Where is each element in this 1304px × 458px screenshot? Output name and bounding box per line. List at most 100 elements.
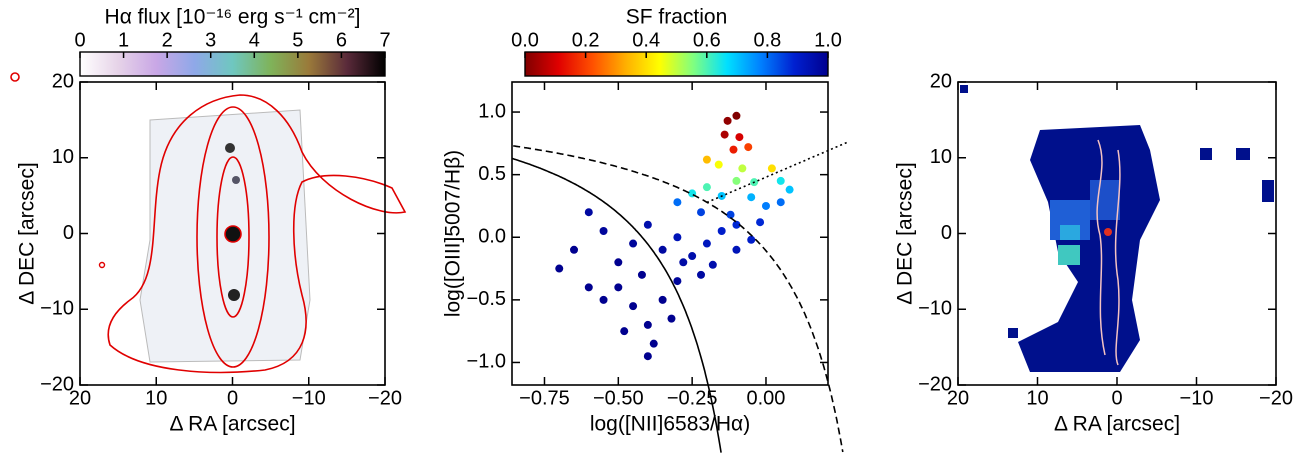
data-point bbox=[732, 220, 741, 229]
x-tick-label: 10 bbox=[1026, 387, 1048, 409]
data-point bbox=[629, 302, 638, 311]
data-point bbox=[756, 218, 765, 227]
data-point bbox=[732, 111, 741, 120]
colorbar-title: SF fraction bbox=[626, 6, 728, 29]
data-point bbox=[649, 339, 658, 348]
data-point bbox=[776, 176, 785, 185]
data-point bbox=[720, 130, 729, 139]
demarcation-line bbox=[512, 157, 722, 453]
x-tick-label: 0 bbox=[227, 387, 238, 409]
data-point bbox=[643, 220, 652, 229]
y-tick-label: 20 bbox=[52, 70, 74, 92]
nucleus bbox=[1104, 228, 1112, 236]
y-tick-label: 20 bbox=[930, 70, 952, 92]
colorbar-tick-label: 0.2 bbox=[572, 29, 600, 51]
colorbar-tick-label: 0 bbox=[74, 29, 85, 51]
y-axis-label: log([OIII]5007/Hβ) bbox=[442, 150, 465, 317]
hii-region bbox=[225, 143, 235, 153]
data-point bbox=[629, 239, 638, 248]
data-point bbox=[747, 235, 756, 244]
data-point bbox=[658, 245, 667, 254]
y-axis-label: Δ DEC [arcsec] bbox=[16, 162, 39, 304]
data-point bbox=[620, 327, 629, 336]
data-point bbox=[738, 164, 747, 173]
x-tick-label: −20 bbox=[1259, 387, 1293, 409]
y-tick-label: 10 bbox=[52, 146, 74, 168]
colorbar-tick-label: 0.0 bbox=[511, 29, 539, 51]
data-point bbox=[679, 258, 688, 267]
halpha-map bbox=[10, 72, 407, 385]
sf-pixel bbox=[1236, 148, 1250, 160]
demarcation-line bbox=[706, 141, 848, 204]
data-point bbox=[584, 208, 593, 217]
data-point bbox=[643, 352, 652, 361]
data-point bbox=[723, 116, 732, 125]
plot-frame bbox=[511, 81, 829, 386]
colorbar-tick-label: 0.4 bbox=[632, 29, 660, 51]
y-tick-label: 0 bbox=[63, 222, 74, 244]
data-point bbox=[732, 176, 741, 185]
colorbar-tick-label: 1 bbox=[118, 29, 129, 51]
data-point bbox=[667, 314, 676, 323]
data-point bbox=[614, 283, 623, 292]
colorbar-tick-label: 0.6 bbox=[693, 29, 721, 51]
data-point bbox=[702, 155, 711, 164]
data-point bbox=[776, 198, 785, 207]
y-tick-label: 0.5 bbox=[478, 163, 506, 185]
flux-contour bbox=[1096, 139, 1106, 356]
colorbar-tick-label: 3 bbox=[205, 29, 216, 51]
data-point bbox=[555, 264, 564, 273]
flux-contour bbox=[107, 94, 407, 374]
y-tick-label: −20 bbox=[40, 373, 74, 395]
colorbar-tick-label: 2 bbox=[162, 29, 173, 51]
data-point bbox=[637, 270, 646, 279]
nucleus bbox=[224, 225, 242, 243]
x-axis-label: log([NII]6583/Hα) bbox=[590, 413, 750, 436]
data-point bbox=[673, 198, 682, 207]
colorbar bbox=[79, 51, 386, 77]
x-tick-label: 20 bbox=[69, 387, 91, 409]
x-tick-label: −0.25 bbox=[667, 387, 718, 409]
colorbar-tick-label: 5 bbox=[292, 29, 303, 51]
data-point bbox=[697, 208, 706, 217]
data-point bbox=[735, 133, 744, 142]
data-point bbox=[702, 239, 711, 248]
x-tick-label: −10 bbox=[1180, 387, 1214, 409]
x-tick-label: −0.75 bbox=[519, 387, 570, 409]
data-point bbox=[708, 260, 717, 269]
data-point bbox=[643, 320, 652, 329]
y-tick-label: 1.0 bbox=[478, 100, 506, 122]
y-tick-label: −0.5 bbox=[467, 288, 506, 310]
data-point bbox=[729, 145, 738, 154]
data-point bbox=[614, 258, 623, 267]
sf-pixel bbox=[1200, 148, 1212, 160]
x-tick-label: −10 bbox=[292, 387, 326, 409]
data-point bbox=[726, 210, 735, 219]
y-tick-label: 0 bbox=[941, 222, 952, 244]
demarcation-line bbox=[512, 144, 844, 453]
y-tick-label: −1.0 bbox=[467, 351, 506, 373]
sf-pixel bbox=[1090, 180, 1120, 220]
data-point bbox=[688, 252, 697, 261]
data-point bbox=[702, 183, 711, 192]
data-point bbox=[714, 160, 723, 169]
x-axis-label: Δ RA [arcsec] bbox=[1054, 413, 1180, 436]
x-axis-label: Δ RA [arcsec] bbox=[169, 413, 295, 436]
colorbar-tick-label: 6 bbox=[336, 29, 347, 51]
data-point bbox=[673, 277, 682, 286]
data-point bbox=[599, 226, 608, 235]
data-point bbox=[747, 193, 756, 202]
flux-contour bbox=[196, 106, 270, 368]
data-point bbox=[717, 226, 726, 235]
beam-marker bbox=[10, 72, 20, 82]
data-point bbox=[761, 201, 770, 210]
sf-pixels bbox=[1018, 125, 1160, 372]
colorbar-tick-label: 1.0 bbox=[814, 29, 842, 51]
x-tick-label: 0 bbox=[1111, 387, 1122, 409]
colorbar-tick-label: 4 bbox=[249, 29, 260, 51]
sf-map bbox=[960, 85, 1274, 372]
data-point bbox=[584, 283, 593, 292]
data-point bbox=[732, 245, 741, 254]
data-point bbox=[570, 245, 579, 254]
